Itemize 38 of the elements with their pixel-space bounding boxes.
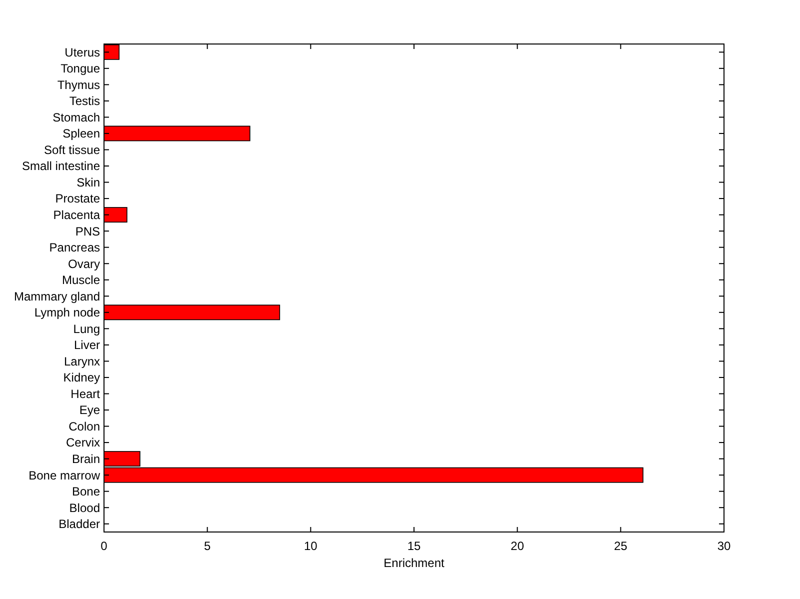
y-tick-label: Ovary [68,256,100,271]
y-tick-label: Stomach [52,110,100,124]
y-tick-label: Tongue [60,62,100,76]
y-tick-label: Testis [69,94,100,108]
y-tick-label: Lymph node [34,306,100,320]
y-tick-label: Thymus [57,78,100,92]
y-tick-label: Liver [74,338,100,352]
y-tick-label: Bone [72,484,100,499]
y-tick-label: Spleen [62,126,100,141]
y-tick-label: Bladder [58,517,100,532]
y-tick-label: Prostate [55,192,100,206]
y-tick-label: Uterus [64,45,100,60]
x-tick-label: 20 [510,539,524,553]
x-tick-label: 0 [100,539,108,553]
y-tick-label: Muscle [62,273,100,288]
x-tick-label: 30 [717,539,731,553]
y-tick-label: Placenta [53,208,100,222]
y-tick-label: Colon [68,419,100,434]
x-tick-label: 10 [304,539,318,553]
y-tick-label: Skin [76,175,100,190]
x-axis-title: Enrichment [384,556,446,570]
y-tick-label: Larynx [64,354,100,368]
y-tick-label: Pancreas [49,240,100,255]
y-tick-label: Soft tissue [44,142,100,157]
y-tick-label: Kidney [63,370,100,385]
x-tick-label: 25 [614,539,628,553]
x-tick-label: 15 [407,539,421,553]
x-tick-label: 5 [204,539,211,553]
y-tick-label: Blood [69,500,100,515]
y-tick-label: Mammary gland [14,289,100,304]
y-tick-label: Heart [70,386,101,401]
y-tick-label: PNS [75,224,100,238]
y-tick-label: Cervix [66,436,100,450]
y-tick-label: Small intestine [22,159,100,174]
y-tick-label: Lung [73,322,100,336]
y-tick-label: Eye [79,403,100,418]
y-tick-label: Bone marrow [28,468,100,482]
y-tick-label: Brain [72,452,100,466]
